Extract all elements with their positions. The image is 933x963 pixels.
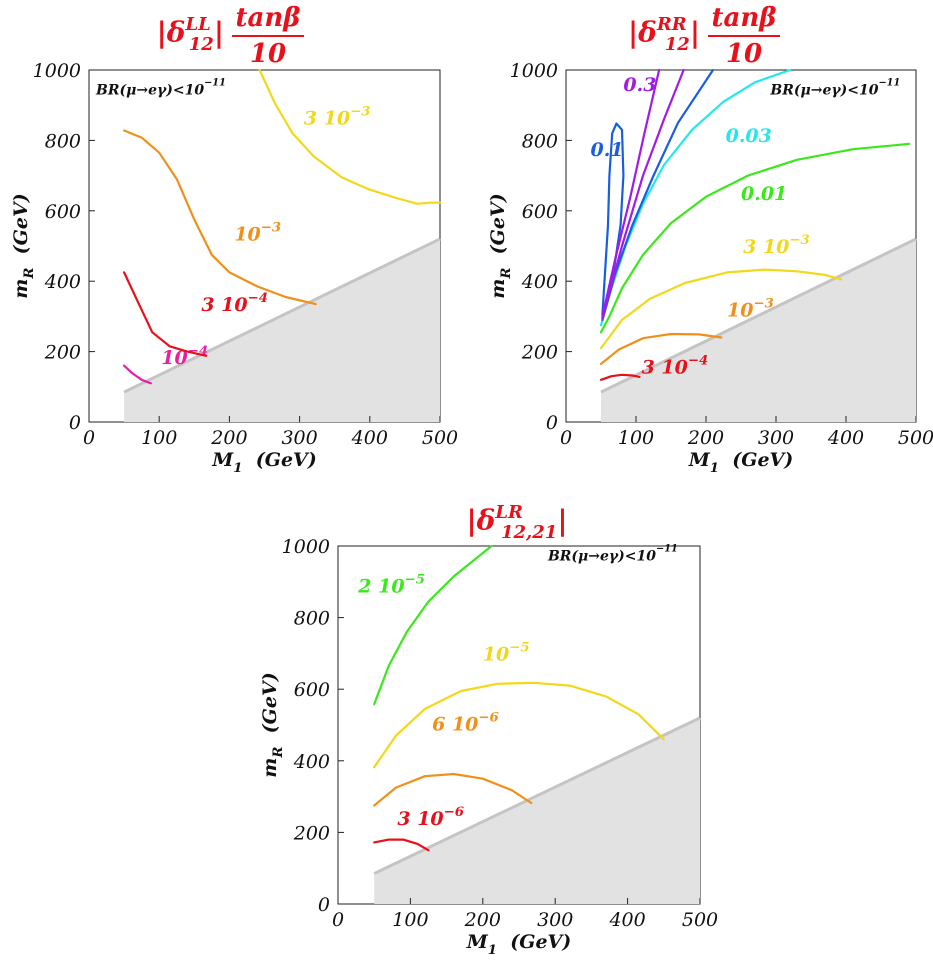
series-label: 10−3: [727, 296, 774, 321]
svg-text:mR (GeV): mR (GeV): [259, 672, 286, 777]
y-tick-label: 1000: [510, 60, 558, 82]
y-tick-label: 200: [521, 342, 558, 364]
excluded-boundary: [373, 716, 701, 875]
series-line: [373, 544, 493, 706]
chart-panel-2: 0 100 200 300 400 500 0 200 400 600 800 1000 M1 (GeV…: [487, 3, 933, 476]
x-tick-label: 300: [537, 909, 573, 931]
series-line: [123, 129, 317, 306]
x-tick-label: 500: [682, 909, 718, 931]
series-label: 3 10−6: [397, 805, 464, 830]
series-label: 3 10−4: [642, 353, 709, 378]
x-axis-label: M1 (GeV): [466, 931, 572, 958]
series-line: [373, 772, 533, 807]
svg-text:mR (GeV): mR (GeV): [10, 193, 37, 298]
y-axis-label: mR (GeV): [487, 193, 514, 298]
x-tick-label: 500: [422, 427, 458, 449]
series-label: 0.3: [623, 74, 656, 96]
series-label: 6 10−6: [432, 710, 499, 735]
x-tick-label: 100: [392, 909, 428, 931]
series-label: 3 10−3: [304, 105, 371, 130]
x-tick-label: 400: [351, 427, 388, 449]
y-tick-label: 800: [522, 130, 558, 152]
excluded-region: [374, 717, 700, 904]
y-tick-label: 800: [294, 608, 330, 630]
chart-panel-1: 0 100 200 300 400 500 0 200 400 600 800 1000 M1 (GeV…: [10, 3, 458, 476]
series-label: 3 10−3: [743, 233, 810, 258]
excluded-region: [124, 238, 440, 422]
series-line: [258, 68, 442, 205]
series-line: [123, 364, 152, 385]
svg-text:mR (GeV): mR (GeV): [487, 193, 514, 298]
series-line: [373, 681, 665, 769]
y-tick-label: 600: [522, 201, 558, 223]
x-tick-label: 300: [758, 427, 794, 449]
y-tick-label: 0: [318, 894, 330, 916]
x-tick-label: 0: [332, 909, 344, 931]
excluded-boundary: [600, 237, 917, 394]
series-label: 0.1: [591, 139, 624, 161]
x-tick-label: 100: [618, 427, 654, 449]
x-tick-label: 300: [281, 427, 317, 449]
series-line: [123, 271, 208, 357]
br-annotation: BR(μ→eγ)<10−11: [95, 78, 226, 99]
series-label: 2 10−5: [357, 573, 425, 598]
x-tick-label: 400: [827, 427, 864, 449]
series-label: 10−3: [234, 221, 281, 246]
series-line: [601, 68, 661, 318]
series-line: [599, 268, 843, 350]
br-annotation: BR(μ→eγ)<10−11: [547, 543, 678, 564]
series-label: 10−5: [483, 641, 530, 666]
y-tick-label: 1000: [282, 536, 330, 558]
series-line: [601, 68, 685, 320]
y-tick-label: 1000: [33, 60, 81, 82]
y-tick-label: 0: [69, 412, 81, 434]
x-axis-label: M1 (GeV): [211, 449, 317, 476]
svg-text:10: 10: [726, 39, 762, 69]
y-tick-label: 200: [44, 342, 81, 364]
y-axis-label: mR (GeV): [259, 672, 286, 777]
x-tick-label: 0: [83, 427, 95, 449]
x-tick-label: 500: [898, 427, 933, 449]
series-label: 3 10−4: [201, 291, 268, 316]
x-axis-label: M1 (GeV): [688, 449, 794, 476]
x-tick-label: 200: [210, 427, 247, 449]
y-tick-label: 600: [45, 201, 81, 223]
series-line: [599, 142, 911, 334]
panel-title: |δLL 12| tanβ 10: [157, 3, 304, 69]
chart-panel-3: 0 100 200 300 400 500 0 200 400 600 800 1000 M1 (GeV…: [259, 502, 718, 958]
svg-text:tanβ: tanβ: [711, 3, 776, 33]
y-tick-label: 400: [521, 271, 558, 293]
y-tick-label: 200: [293, 822, 330, 844]
panel-title: |δRR 12| tanβ 10: [628, 3, 780, 69]
x-tick-label: 200: [687, 427, 724, 449]
svg-text:tanβ: tanβ: [235, 3, 300, 33]
svg-text:10: 10: [250, 39, 286, 69]
y-tick-label: 600: [294, 679, 330, 701]
y-tick-label: 400: [293, 751, 330, 773]
y-axis-label: mR (GeV): [10, 193, 37, 298]
x-tick-label: 0: [560, 427, 572, 449]
x-tick-label: 100: [141, 427, 177, 449]
y-tick-label: 400: [44, 271, 81, 293]
y-tick-label: 800: [45, 130, 81, 152]
x-tick-label: 400: [608, 909, 645, 931]
series-line: [601, 68, 715, 321]
series-label: 0.01: [741, 183, 787, 205]
panel-title: |δLR 12,21|: [466, 502, 567, 543]
series-label: 0.03: [726, 125, 772, 147]
series-line: [599, 332, 723, 365]
series-line: [599, 373, 641, 381]
series-line: [373, 838, 430, 852]
x-tick-label: 200: [464, 909, 501, 931]
br-annotation: BR(μ→eγ)<10−11: [769, 78, 900, 99]
excluded-region: [601, 238, 916, 422]
excluded-boundary: [123, 237, 441, 394]
y-tick-label: 0: [546, 412, 558, 434]
